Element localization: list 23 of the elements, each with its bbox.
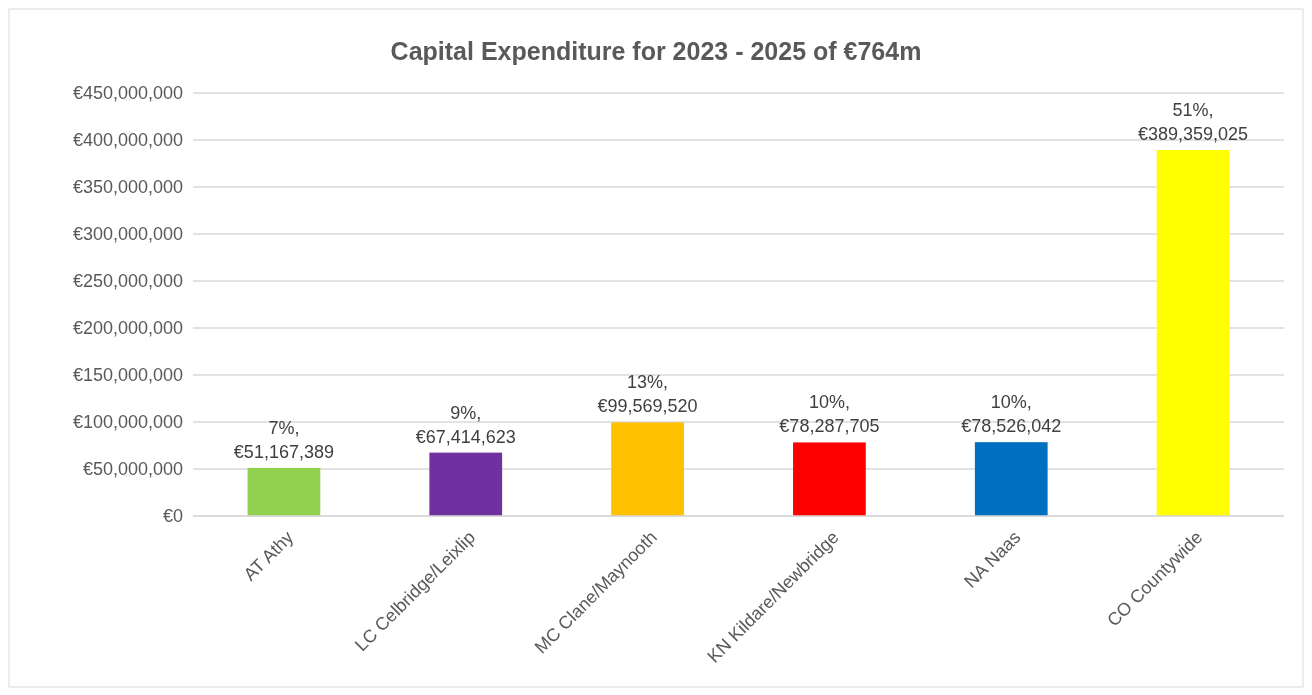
y-tick-label: €50,000,000 (82, 459, 183, 480)
y-tick-label: €350,000,000 (72, 177, 183, 198)
y-tick-label: €450,000,000 (72, 83, 183, 104)
bar (429, 452, 503, 516)
chart-title: Capital Expenditure for 2023 - 2025 of €764m (390, 37, 922, 65)
bar (1156, 150, 1230, 516)
y-tick-label: €100,000,000 (72, 412, 183, 433)
y-tick-label: €150,000,000 (72, 365, 183, 386)
bar (611, 422, 684, 516)
y-tick-label: €400,000,000 (72, 130, 183, 151)
bar (974, 442, 1048, 516)
data-label: 13%, €99,569,520 (597, 372, 698, 417)
data-label: 10%, €78,526,042 (961, 392, 1062, 437)
y-tick-label: €300,000,000 (72, 224, 183, 245)
data-label: 10%, €78,287,705 (779, 392, 880, 437)
y-tick-label: €200,000,000 (72, 318, 183, 339)
data-label: 51%, €389,359,025 (1138, 100, 1249, 144)
y-tick-label: €0 (162, 506, 183, 527)
y-tick-label: €250,000,000 (72, 271, 183, 292)
bar (793, 442, 866, 516)
data-label: 9%, €67,414,623 (415, 402, 516, 447)
bar (247, 467, 321, 516)
data-label: 7%, €51,167,389 (233, 417, 334, 462)
